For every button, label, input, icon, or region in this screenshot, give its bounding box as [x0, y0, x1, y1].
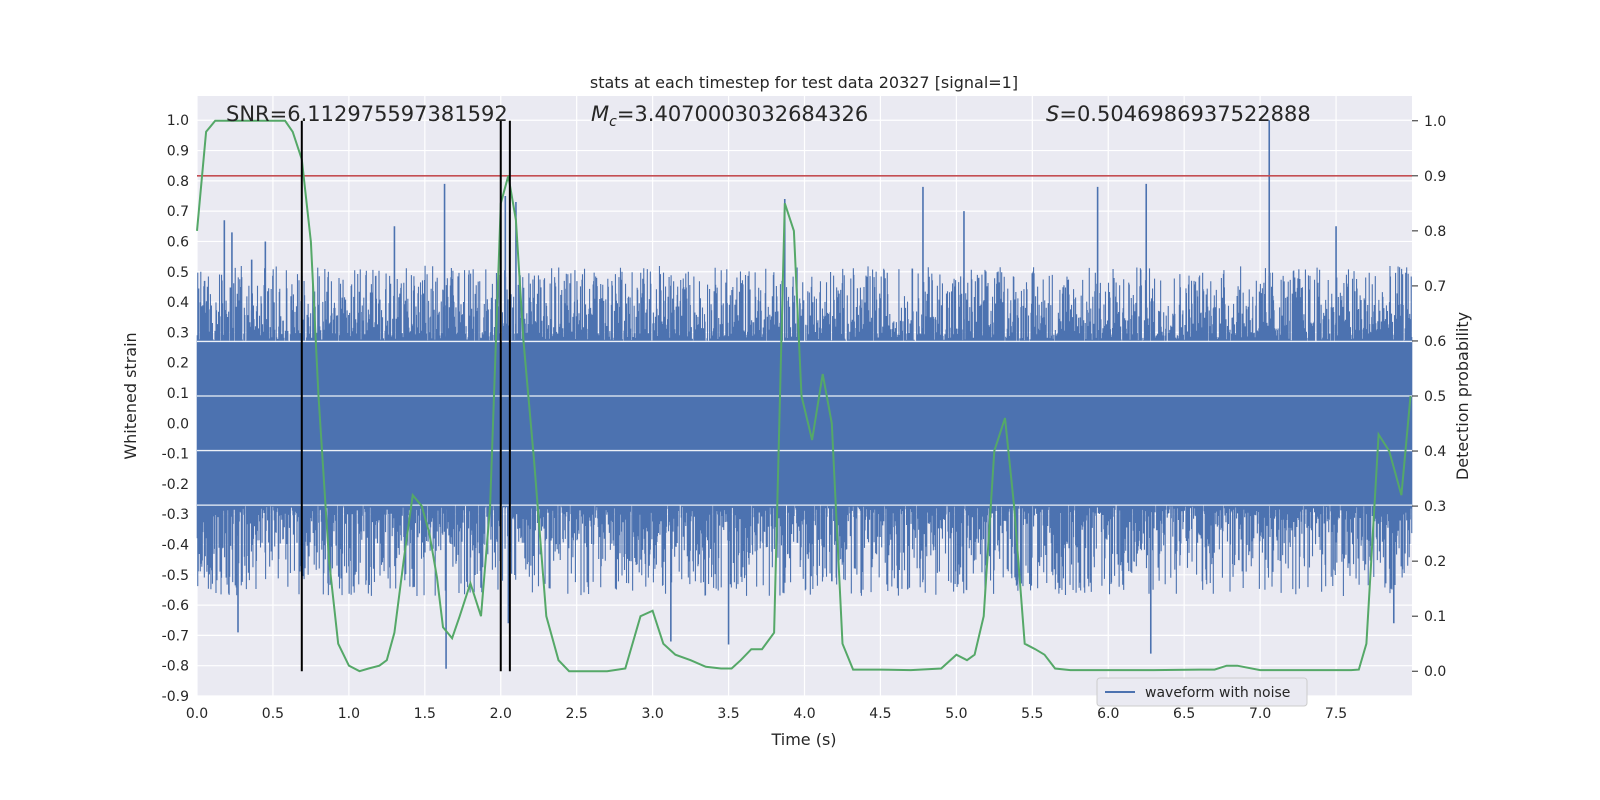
y-tick-label-left: 0.7 — [167, 204, 189, 220]
y-tick-label-left: 0.6 — [167, 234, 189, 250]
y-tick-label-left: 0.1 — [167, 386, 189, 402]
tick-labels: 0.0 0.5 1.0 1.5 2.0 2.5 3.0 3.5 4.0 4.5 5.0 5.5 6.0 6… — [162, 113, 1447, 722]
x-tick-label: 6.5 — [1173, 706, 1195, 722]
y-tick-label-left: -0.6 — [162, 598, 189, 614]
x-axis-label: Time (s) — [770, 730, 836, 749]
y-tick-label-right: 0.2 — [1424, 554, 1446, 570]
x-tick-label: 1.5 — [414, 706, 436, 722]
y-tick-label-right: 0.8 — [1424, 224, 1446, 240]
y-tick-label-right: 0.4 — [1424, 444, 1446, 460]
x-tick-label: 3.5 — [717, 706, 739, 722]
annotation-snr: SNR=6.112975597381592 — [226, 102, 508, 126]
legend-box — [1096, 677, 1308, 707]
y-axis-label-left: Whitened strain — [121, 332, 140, 459]
y-tick-label-right: 0.6 — [1424, 334, 1446, 350]
y-tick-label-right: 1.0 — [1424, 114, 1446, 130]
annotation-s: S=0.5046986937522888 — [1046, 102, 1311, 126]
annotation-chirp-mass: Mc=3.4070003032684326 — [591, 102, 868, 130]
y-tick-label-left: 0.5 — [167, 265, 189, 281]
vertical-markers — [300, 120, 511, 672]
y-tick-label-left: -0.8 — [162, 659, 189, 675]
x-tick-label: 5.5 — [1021, 706, 1043, 722]
y-tick-label-right: 0.1 — [1424, 609, 1446, 625]
chart-title: stats at each timestep for test data 203… — [590, 73, 1018, 92]
y-tick-label-left: -0.4 — [162, 537, 189, 553]
s-value: =0.5046986937522888 — [1059, 102, 1310, 126]
y-tick-label-left: -0.9 — [162, 689, 189, 705]
x-tick-label: 0.5 — [262, 706, 284, 722]
y-tick-label-left: -0.5 — [162, 568, 189, 584]
chirp-mass-value: =3.4070003032684326 — [617, 102, 868, 126]
y-tick-label-left: -0.3 — [162, 507, 189, 523]
y-tick-label-right: 0.7 — [1424, 279, 1446, 295]
legend: waveform with noise — [1096, 677, 1308, 707]
y-tick-label-left: 0.4 — [167, 295, 189, 311]
x-tick-label: 7.5 — [1325, 706, 1347, 722]
y-tick-label-left: -0.1 — [162, 447, 189, 463]
y-tick-label-left: 0.9 — [167, 144, 189, 160]
y-tick-label-left: 1.0 — [167, 113, 189, 129]
x-tick-label: 1.0 — [338, 706, 360, 722]
x-tick-label: 2.0 — [490, 706, 512, 722]
y-tick-label-left: -0.7 — [162, 628, 189, 644]
y-axis-label-right: Detection probability — [1453, 312, 1472, 480]
x-tick-label: 6.0 — [1097, 706, 1119, 722]
x-tick-label: 3.0 — [641, 706, 663, 722]
y-tick-label-left: -0.2 — [162, 477, 189, 493]
probability-series — [196, 119, 1412, 673]
x-tick-label: 4.0 — [793, 706, 815, 722]
y-tick-label-left: 0.0 — [167, 416, 189, 432]
y-tick-label-left: 0.8 — [167, 174, 189, 190]
chirp-mass-symbol: M — [591, 102, 609, 126]
y-tick-label-right: 0.3 — [1424, 499, 1446, 515]
legend-label-waveform: waveform with noise — [1145, 685, 1290, 701]
chirp-mass-subscript: c — [609, 114, 617, 130]
x-tick-label: 0.0 — [186, 706, 208, 722]
y-tick-label-left: 0.2 — [167, 356, 189, 372]
y-tick-label-left: 0.3 — [167, 325, 189, 341]
s-symbol: S — [1046, 102, 1059, 126]
y-tick-label-right: 0.9 — [1424, 169, 1446, 185]
x-tick-label: 2.5 — [566, 706, 588, 722]
probability-line — [196, 119, 1412, 673]
x-tick-label: 5.0 — [945, 706, 967, 722]
y-tick-label-right: 0.5 — [1424, 389, 1446, 405]
waveform-series — [196, 120, 1413, 669]
x-tick-label: 7.0 — [1249, 706, 1271, 722]
y-tick-label-right: 0.0 — [1424, 664, 1446, 680]
x-tick-label: 4.5 — [869, 706, 891, 722]
